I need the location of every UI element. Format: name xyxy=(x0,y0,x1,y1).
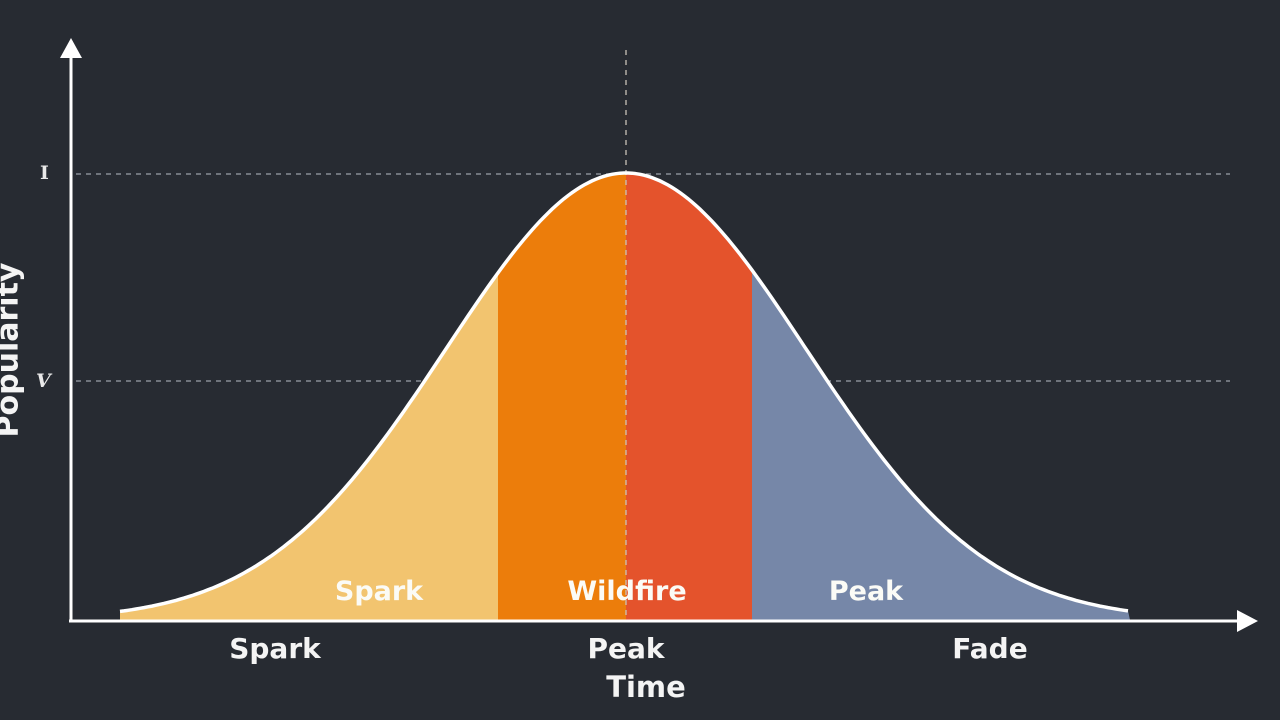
region-label-peak: Peak xyxy=(828,576,904,607)
y-axis-arrow-icon xyxy=(60,38,82,58)
region-spark xyxy=(120,173,498,620)
x-axis-arrow-icon xyxy=(1237,610,1258,632)
region-peak xyxy=(752,173,1130,620)
x-axis-title: Time xyxy=(606,670,686,704)
x-tick-fade: Fade xyxy=(952,632,1028,665)
y-axis-title: Popularity xyxy=(0,262,26,438)
y-tick-V: V xyxy=(36,370,51,392)
region-label-spark: Spark xyxy=(334,576,424,607)
region-label-wildfire: Wildfire xyxy=(567,576,687,607)
region-wildfire-fall xyxy=(626,173,752,620)
region-wildfire-rise xyxy=(498,173,626,620)
x-tick-peak: Peak xyxy=(587,632,665,665)
x-tick-spark: Spark xyxy=(229,632,321,665)
y-tick-I: I xyxy=(40,162,49,184)
bell-curve-line xyxy=(119,171,1129,614)
